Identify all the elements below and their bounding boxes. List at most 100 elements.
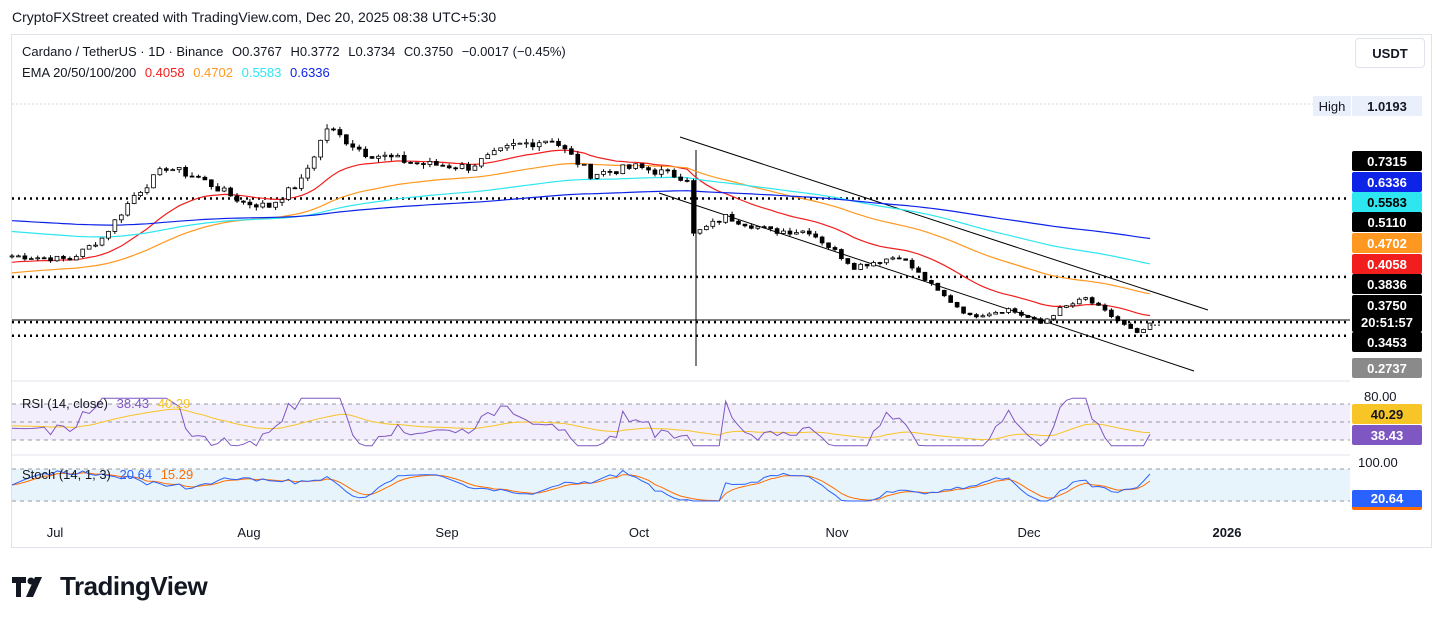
price-label-0: 0.7315 bbox=[1352, 151, 1422, 171]
candle-body bbox=[768, 226, 773, 230]
candle-body bbox=[279, 199, 285, 203]
candle-body bbox=[941, 289, 947, 297]
candle-body bbox=[498, 147, 503, 152]
x-label-dec: Dec bbox=[1017, 525, 1041, 540]
candle-body bbox=[684, 180, 690, 182]
candle-body bbox=[1121, 320, 1127, 325]
candle-body bbox=[311, 156, 317, 169]
candle-body bbox=[1147, 322, 1153, 330]
ema20-line bbox=[11, 149, 1151, 317]
candle-body bbox=[344, 134, 349, 145]
candle-body bbox=[67, 258, 73, 261]
candle-body bbox=[909, 259, 915, 269]
candle-body bbox=[144, 187, 150, 193]
ema-label: EMA 20/50/100/200 bbox=[22, 65, 137, 80]
x-label-2026: 2026 bbox=[1212, 525, 1242, 540]
candle-body bbox=[761, 226, 767, 229]
candle-body bbox=[633, 163, 638, 169]
candle-body bbox=[440, 164, 446, 167]
candle-body bbox=[877, 262, 883, 264]
candle-body bbox=[1025, 314, 1031, 318]
tradingview-logo[interactable]: TradingView bbox=[12, 571, 208, 602]
candle-body bbox=[691, 180, 696, 234]
stoch-title: Stoch (14, 1, 3) bbox=[22, 467, 111, 482]
candle-body bbox=[247, 201, 253, 206]
candle-body bbox=[1134, 328, 1140, 333]
candle-body bbox=[401, 155, 407, 163]
price-label-6: 0.3836 bbox=[1352, 274, 1422, 294]
candle-body bbox=[1102, 304, 1108, 311]
candle-body bbox=[125, 203, 131, 216]
candle-body bbox=[954, 302, 960, 308]
candle-body bbox=[1031, 317, 1037, 320]
candle-body bbox=[466, 164, 471, 171]
candle-body bbox=[864, 263, 870, 267]
candle-body bbox=[446, 165, 452, 169]
currency-button[interactable]: USDT bbox=[1355, 38, 1425, 68]
stoch-k-value: 20.64 bbox=[119, 467, 153, 482]
candle-body bbox=[163, 168, 169, 171]
candle-body bbox=[556, 140, 561, 146]
candle-body bbox=[16, 255, 21, 258]
candle-body bbox=[884, 258, 889, 264]
candle-body bbox=[800, 230, 806, 233]
candle-body bbox=[472, 165, 478, 171]
ema-legend[interactable]: EMA 20/50/100/200 0.4058 0.4702 0.5583 0… bbox=[22, 65, 330, 80]
candle-body bbox=[896, 257, 902, 260]
candle-body bbox=[948, 295, 954, 303]
candle-body bbox=[208, 179, 214, 188]
candle-body bbox=[485, 154, 491, 159]
candle-body bbox=[819, 236, 825, 244]
ema200-line bbox=[11, 190, 1151, 240]
candle-body bbox=[671, 169, 677, 178]
candle-body bbox=[980, 315, 986, 318]
ema100-line bbox=[11, 176, 1151, 265]
price-label-5: 0.4058 bbox=[1352, 254, 1422, 274]
candle-body bbox=[112, 219, 118, 232]
candle-body bbox=[1115, 316, 1121, 322]
candle-body bbox=[813, 233, 818, 238]
candle-body bbox=[536, 142, 542, 148]
x-label-sep: Sep bbox=[435, 525, 459, 540]
rsi-line bbox=[11, 397, 1151, 447]
candle-body bbox=[961, 306, 966, 314]
price-label-1: 0.6336 bbox=[1352, 172, 1422, 192]
candle-body bbox=[176, 166, 182, 171]
candle-body bbox=[794, 232, 799, 235]
candle-body bbox=[80, 248, 86, 257]
candle-body bbox=[736, 220, 741, 225]
symbol-name[interactable]: Cardano / TetherUS · 1D · Binance bbox=[22, 44, 224, 59]
candle-body bbox=[1128, 323, 1134, 329]
x-label-oct: Oct bbox=[628, 525, 650, 540]
stoch-k-line bbox=[11, 469, 1151, 502]
candle-body bbox=[601, 170, 606, 175]
chart-frame bbox=[11, 34, 1432, 548]
price-label-3: 0.5110 bbox=[1352, 212, 1422, 232]
candle-body bbox=[549, 140, 555, 143]
candle-body bbox=[331, 128, 336, 131]
candle-body bbox=[974, 314, 979, 318]
ema200-value: 0.6336 bbox=[290, 65, 330, 80]
candle-body bbox=[614, 171, 619, 175]
candle-body bbox=[652, 169, 658, 175]
candle-body bbox=[1096, 302, 1101, 306]
candle-body bbox=[414, 162, 420, 165]
rsi-value: 38.43 bbox=[116, 396, 150, 411]
candle-body bbox=[292, 187, 298, 190]
candle-body bbox=[678, 176, 683, 181]
candle-body bbox=[305, 167, 311, 179]
candle-body bbox=[389, 154, 394, 158]
x-label-nov: Nov bbox=[825, 525, 849, 540]
candle-body bbox=[999, 311, 1005, 314]
candle-body bbox=[221, 187, 227, 192]
ema50-value: 0.4702 bbox=[193, 65, 233, 80]
rsi-legend[interactable]: RSI (14, close) 38.43 40.29 bbox=[22, 396, 190, 411]
candle-body bbox=[839, 249, 844, 259]
price-label-7: 0.3750 bbox=[1352, 295, 1422, 315]
stoch-legend[interactable]: Stoch (14, 1, 3) 20.64 15.29 bbox=[22, 467, 193, 482]
candle-body bbox=[491, 150, 497, 156]
candle-body bbox=[131, 195, 137, 204]
rsi-tag: 38.43 bbox=[1352, 425, 1422, 445]
rsi-ma-line bbox=[11, 408, 1151, 441]
